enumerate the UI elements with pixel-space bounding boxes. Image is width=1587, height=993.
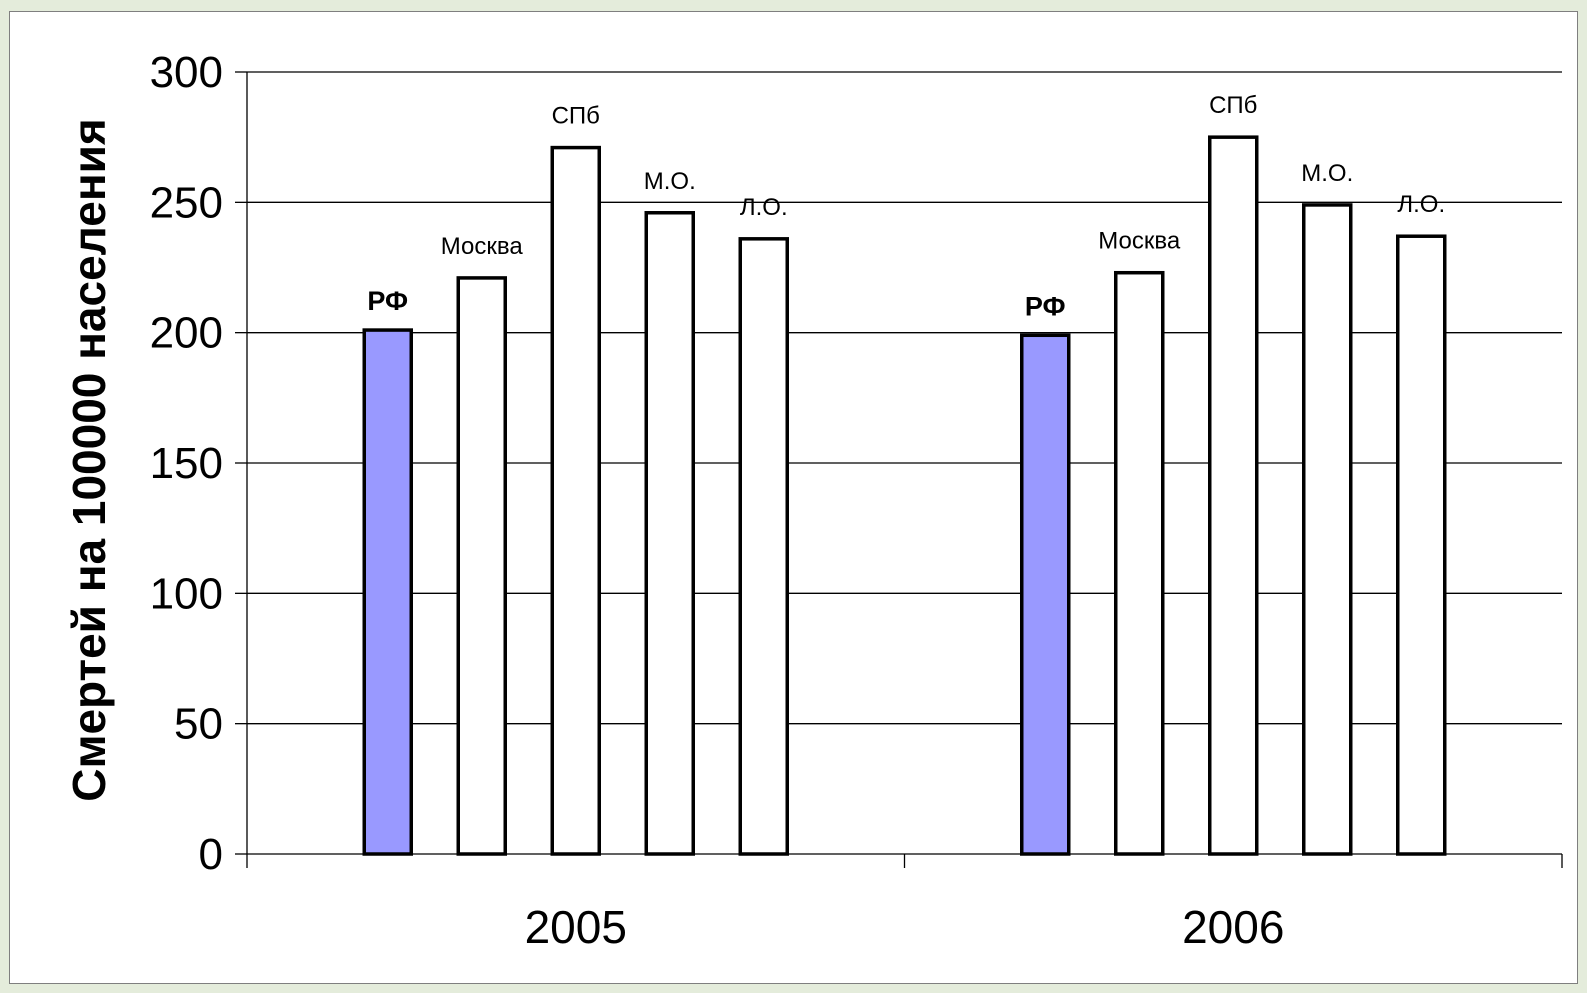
bar-chart: 0 50 100 150 200 250 300 2005 2006 РФ РФ Москва Мос… (63, 48, 1563, 953)
bar-labels: РФ РФ Москва Москва СПб СПб М.О. М.О. Л.О. Л.О. (367, 92, 1445, 321)
gridlines (247, 71, 1562, 725)
bar-label: СПб (1209, 92, 1257, 119)
bar-label: РФ (367, 286, 408, 316)
y-tick-label: 0 (199, 830, 223, 879)
y-tick-label: 100 (150, 569, 223, 618)
bar-2005-0 (362, 328, 413, 856)
y-tick-label: 250 (150, 178, 223, 227)
bar-label: СПб (552, 103, 600, 130)
bar-2005-1 (456, 276, 507, 856)
bar-label: Москва (1098, 228, 1181, 255)
x-category-label: 2006 (1182, 901, 1284, 953)
bar-label: Л.О. (1397, 191, 1445, 218)
bar-2006-1 (1114, 270, 1165, 856)
bar-2006-0 (1020, 333, 1071, 856)
y-tick-label: 200 (150, 309, 223, 358)
bar-2005-3 (644, 211, 695, 856)
chart-frame: 0 50 100 150 200 250 300 2005 2006 РФ РФ Москва Мос… (9, 11, 1578, 984)
bar-2005-4 (738, 237, 789, 856)
bar-2005-2 (550, 145, 601, 856)
y-tick-label: 300 (150, 48, 223, 97)
x-category-label: 2005 (525, 901, 627, 953)
bar-2006-3 (1302, 203, 1353, 856)
bar-label: М.О. (1301, 160, 1353, 187)
bars (362, 135, 1447, 856)
axes: 0 50 100 150 200 250 300 2005 2006 (150, 48, 1563, 953)
bar-label: М.О. (644, 168, 696, 195)
bar-label: Москва (441, 233, 524, 260)
y-tick-label: 150 (150, 439, 223, 488)
y-tick-label: 50 (174, 700, 223, 749)
bar-2006-4 (1396, 234, 1447, 856)
bar-2006-2 (1208, 135, 1259, 856)
y-axis-title: Смертей на 100000 населения (63, 118, 115, 802)
bar-label: Л.О. (740, 194, 788, 221)
bar-label: РФ (1025, 291, 1066, 321)
